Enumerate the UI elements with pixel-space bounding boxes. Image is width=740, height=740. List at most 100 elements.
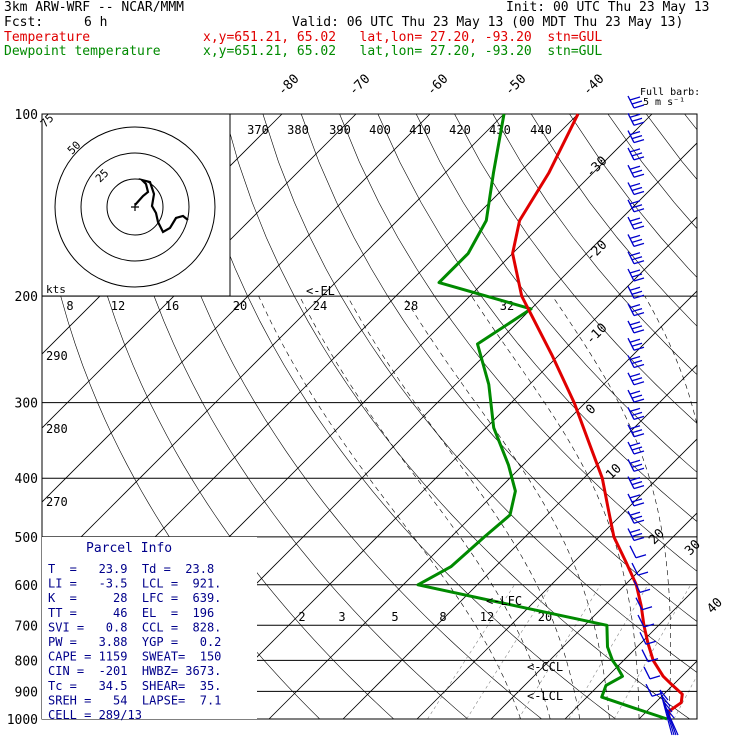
theta-label: 290	[46, 349, 68, 363]
init-time: Init: 00 UTC Thu 23 May 13	[506, 0, 710, 15]
wind-barb	[663, 701, 677, 736]
dry-adiabat-line	[147, 114, 542, 719]
wind-barb	[627, 251, 645, 265]
lcl-marker: <-LCL	[527, 689, 563, 703]
wind-barb	[665, 707, 679, 736]
isotherm-line	[342, 364, 697, 719]
isotherm-line	[42, 114, 357, 429]
isotherm-label: 40	[704, 595, 726, 617]
hodograph-ring-25	[106, 178, 164, 236]
wind-barb	[627, 476, 645, 490]
forecast-label: Fcst:	[4, 15, 44, 30]
parcel-info-row: Tc = 34.5 SHEAR= 35.	[48, 679, 221, 693]
theta-label: 400	[369, 123, 391, 137]
wind-barb	[627, 130, 645, 144]
dewpoint-trace	[416, 113, 668, 721]
wind-barb	[645, 683, 663, 697]
wind-barb	[627, 528, 645, 542]
isotherm-line	[268, 290, 697, 719]
pressure-tick-label: 300	[15, 397, 38, 412]
pressure-tick-label: 200	[15, 290, 38, 305]
moist-adiabat-line	[728, 296, 740, 719]
wind-barb	[627, 303, 645, 317]
hodograph-inset: 25 50 75 kts	[38, 112, 231, 297]
isotherm-line	[416, 438, 697, 719]
dry-adiabat-line	[723, 114, 740, 719]
parcel-info-row: K = 28 LFC = 639.	[48, 591, 221, 605]
barb-legend-line2: 5 m s⁻¹	[643, 97, 685, 108]
temperature-legend: Temperature	[4, 30, 91, 45]
wind-barb	[627, 355, 645, 369]
parcel-info-row: SVI = 0.8 CCL = 828.	[48, 620, 221, 634]
mixing-ratio-label: 2	[298, 610, 305, 624]
isotherm-line	[42, 114, 431, 503]
pressure-tick-label: 1000	[7, 713, 38, 728]
parcel-info-row: T = 23.9 Td = 23.8	[48, 562, 214, 576]
dry-adiabat-line	[109, 114, 468, 719]
hodograph-trace	[134, 177, 189, 234]
mixing-ratio-line	[673, 675, 697, 719]
isotherm-label: 10	[603, 461, 625, 483]
wind-barbs	[627, 95, 679, 736]
isotherm-label: -10	[583, 321, 610, 348]
wind-barb	[635, 597, 653, 611]
theta-label: 390	[329, 123, 351, 137]
wind-barb	[627, 113, 645, 126]
mixing-ratio-label: 20	[233, 299, 247, 313]
wind-barb	[627, 459, 645, 472]
dry-adiabat-line	[415, 114, 697, 473]
isotherm-line	[490, 512, 697, 719]
parcel-info-title: Parcel Info	[86, 541, 172, 556]
parcel-info-row: CAPE = 1159 SWEAT= 150	[48, 650, 221, 664]
dry-adiabat-line	[262, 114, 697, 673]
dry-adiabat-line	[607, 114, 697, 230]
wind-barb	[627, 372, 645, 386]
isotherm-line	[194, 216, 697, 719]
parcel-info-row: PW = 3.88 YGP = 0.2	[48, 635, 221, 649]
pressure-tick-label: 400	[15, 472, 38, 487]
dry-adiabat-line	[492, 114, 697, 376]
pressure-tick-label: 100	[15, 108, 38, 123]
parcel-info-row: CELL = 289/13	[48, 708, 142, 722]
pressure-tick-label: 700	[15, 619, 38, 634]
wind-barb	[627, 182, 645, 196]
wind-barb	[627, 199, 645, 213]
theta-label: 440	[530, 123, 552, 137]
hodograph-units-label: kts	[46, 283, 66, 296]
isotherm-label: -40	[580, 72, 607, 99]
isotherm-label: -30	[583, 154, 610, 181]
wind-barb	[627, 234, 645, 248]
mixing-ratio-label: 24	[313, 299, 327, 313]
hodograph-ring-75	[54, 126, 216, 288]
wind-barb	[627, 216, 645, 230]
theta-label: 420	[449, 123, 471, 137]
moist-adiabat-line	[644, 295, 697, 427]
dry-adiabat-line	[377, 114, 697, 522]
lfc-marker: <-LFC	[486, 594, 522, 608]
parcel-info-row: SREH = 54 LAPSE= 7.1	[48, 693, 221, 707]
wind-barb	[627, 164, 645, 178]
pressure-tick-label: 900	[15, 685, 38, 700]
isotherm-label: -60	[424, 72, 451, 99]
forecast-value: 6 h	[84, 15, 108, 30]
parcel-info-panel: Parcel Info T = 23.9 Td = 23.8LI = -3.5 …	[42, 537, 257, 722]
mixing-ratio-label: 8	[439, 610, 446, 624]
el-marker: <-EL	[306, 284, 335, 298]
mixing-ratio-label: 28	[404, 299, 418, 313]
isotherm-line	[564, 586, 697, 719]
isotherm-line	[42, 114, 505, 577]
wind-barb	[643, 666, 661, 680]
pressure-tick-label: 500	[15, 531, 38, 546]
mixing-ratio-label: 12	[480, 610, 494, 624]
ccl-marker: <-CCL	[527, 660, 563, 674]
dewpoint-legend: Dewpoint temperature	[4, 44, 161, 59]
wind-barb	[631, 562, 649, 576]
model-title: 3km ARW-WRF -- NCAR/MMM	[4, 0, 185, 15]
moist-adiabat-line	[258, 295, 521, 719]
theta-label: 410	[409, 123, 431, 137]
wind-barb	[627, 320, 645, 334]
mixing-ratio-label: 5	[391, 610, 398, 624]
wind-barb	[627, 407, 645, 421]
wind-barb	[627, 424, 645, 438]
